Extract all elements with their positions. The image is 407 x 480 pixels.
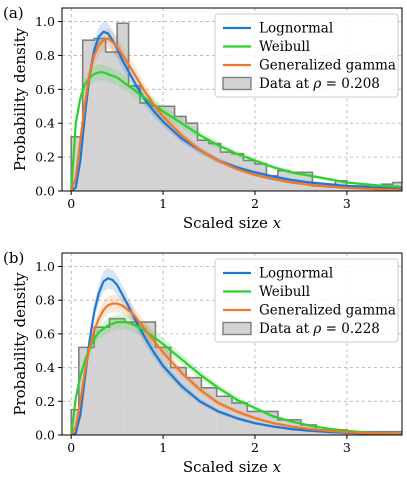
- plot-area: [70, 268, 402, 435]
- histogram-bar: [163, 106, 175, 191]
- y-axis-label: Probability density: [11, 272, 29, 416]
- histogram-bar: [71, 409, 79, 435]
- y-tick-label: 0.8: [35, 48, 55, 63]
- confidence-band: [71, 268, 402, 435]
- histogram-bar: [82, 40, 95, 191]
- y-tick-label: 0.4: [35, 116, 55, 131]
- series-line-lognormal: [70, 277, 402, 435]
- histogram-bar: [197, 140, 210, 191]
- histogram-bar: [124, 322, 141, 435]
- histogram-bar: [232, 153, 244, 191]
- histogram-bar: [140, 102, 152, 191]
- x-tick-label: 1: [159, 196, 167, 211]
- legend-swatch-histogram: [222, 321, 252, 336]
- chart-panel-1: 0 1 2 3 0.0 0.2 0.4 0.6 0.8 1.0 Scaled size x Proba…: [3, 4, 403, 232]
- histogram-bar: [151, 106, 164, 191]
- legend-frame: [214, 258, 399, 343]
- x-tick-label: 2: [251, 196, 259, 211]
- panel-label: (b): [3, 249, 24, 267]
- y-tick-label: 0.2: [35, 150, 55, 165]
- x-axis-label: Scaled size x: [183, 458, 282, 476]
- confidence-band: [71, 314, 402, 435]
- legend-swatch-histogram: [222, 76, 252, 91]
- y-tick-label: 1.0: [35, 14, 55, 29]
- confidence-band: [71, 28, 402, 191]
- x-tick-label: 0: [67, 196, 75, 211]
- histogram-bar: [186, 123, 198, 191]
- legend-label: Lognormal: [259, 266, 333, 282]
- legend-label-histogram: Data at ρ = 0.208: [259, 76, 380, 92]
- series-line-weibull: [70, 71, 402, 191]
- histogram-bar: [128, 85, 141, 191]
- y-tick-label: 0.6: [35, 326, 55, 341]
- y-tick-label: 0.2: [35, 394, 55, 409]
- axes-frame: [61, 252, 403, 436]
- histogram-bar: [105, 52, 118, 191]
- y-tick-label: 0.4: [35, 360, 55, 375]
- histogram-bar: [109, 318, 125, 435]
- panel-label: (a): [3, 4, 24, 22]
- histogram-outline: [70, 22, 402, 191]
- histogram-bar: [94, 327, 110, 435]
- x-tick-label: 3: [343, 196, 351, 211]
- legend-label: Generalized gamma: [259, 303, 396, 319]
- legend-label: Generalized gamma: [259, 58, 396, 74]
- histogram-bar: [277, 419, 301, 435]
- histogram-bar: [266, 175, 278, 191]
- histogram-bar: [216, 396, 232, 435]
- x-tick-label: 0: [67, 440, 75, 455]
- histogram-bar: [170, 367, 187, 435]
- histogram-bar: [94, 38, 106, 191]
- y-axis-label: Probability density: [11, 27, 29, 171]
- legend-label: Lognormal: [259, 21, 333, 37]
- legend-frame: [214, 13, 399, 98]
- confidence-band: [71, 21, 402, 191]
- histogram-bar: [243, 160, 255, 191]
- axes-frame: [61, 7, 403, 192]
- x-tick-label: 3: [343, 440, 351, 455]
- plot-area: [70, 21, 402, 191]
- chart-panel-2: 0 1 2 3 0.0 0.2 0.4 0.6 0.8 1.0 Scaled size x Proba…: [3, 249, 403, 476]
- histogram-bar: [117, 23, 129, 191]
- x-axis-label: Scaled size x: [183, 214, 282, 232]
- y-tick-label: 0.0: [35, 428, 55, 443]
- x-tick-label: 1: [159, 440, 167, 455]
- histogram-bar: [289, 172, 301, 191]
- y-tick-label: 0.8: [35, 293, 55, 308]
- confidence-band: [71, 64, 402, 191]
- histogram-bar: [174, 116, 187, 191]
- series-line-generalized-gamma: [70, 302, 402, 435]
- legend-label: Weibull: [259, 284, 310, 300]
- histogram-bar: [220, 152, 232, 191]
- histogram-bar: [312, 185, 324, 191]
- legend-label: Weibull: [259, 39, 310, 55]
- series-line-generalized-gamma: [70, 37, 402, 191]
- histogram-bar: [254, 163, 267, 191]
- legend-label-histogram: Data at ρ = 0.228: [259, 321, 380, 337]
- y-tick-label: 1.0: [35, 259, 55, 274]
- legend: Lognormal Weibull Generalized gamma Data at…: [214, 258, 399, 343]
- legend: Lognormal Weibull Generalized gamma Data at…: [214, 13, 399, 98]
- x-tick-label: 2: [251, 440, 259, 455]
- histogram-bar: [209, 143, 221, 191]
- y-tick-label: 0.0: [35, 184, 55, 199]
- y-tick-label: 0.6: [35, 82, 55, 97]
